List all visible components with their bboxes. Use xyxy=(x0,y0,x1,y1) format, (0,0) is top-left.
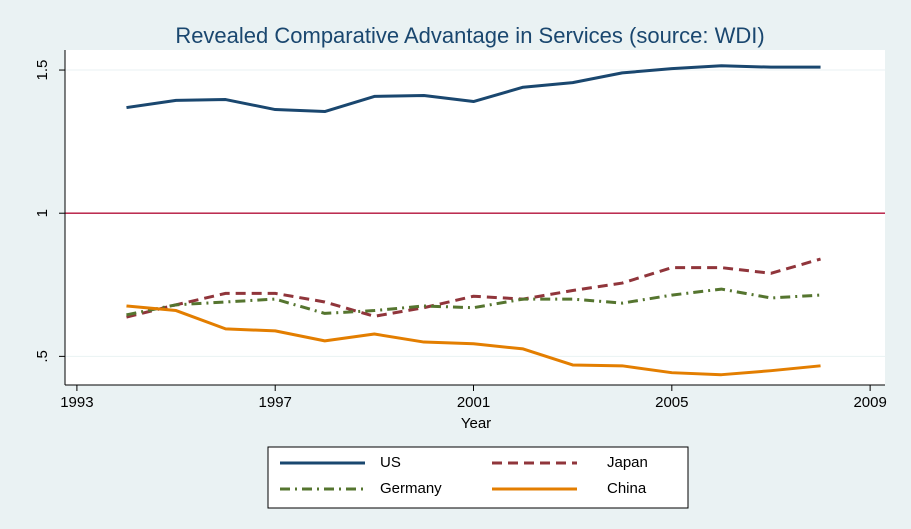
legend xyxy=(267,446,689,509)
series-line xyxy=(126,64,821,114)
legend-label: US xyxy=(380,454,401,471)
chart-title: Revealed Comparative Advantage in Servic… xyxy=(175,23,764,48)
x-tick-label: 2001 xyxy=(457,394,490,411)
legend-label: China xyxy=(607,480,647,497)
x-tick-label: 2005 xyxy=(655,394,688,411)
series-line xyxy=(126,287,821,317)
x-tick-label: 2009 xyxy=(853,394,886,411)
legend-label: Germany xyxy=(380,480,442,497)
x-axis-label: Year xyxy=(461,415,491,432)
y-tick-label: .5 xyxy=(34,350,51,363)
legend-label: Japan xyxy=(607,454,648,471)
series-line xyxy=(126,304,821,377)
x-tick-label: 1997 xyxy=(259,394,292,411)
series-line xyxy=(126,257,821,319)
y-tick-label: 1.5 xyxy=(34,60,51,81)
x-tick-label: 1993 xyxy=(60,394,93,411)
y-tick-label: 1 xyxy=(34,209,51,217)
plot-area xyxy=(65,50,885,385)
